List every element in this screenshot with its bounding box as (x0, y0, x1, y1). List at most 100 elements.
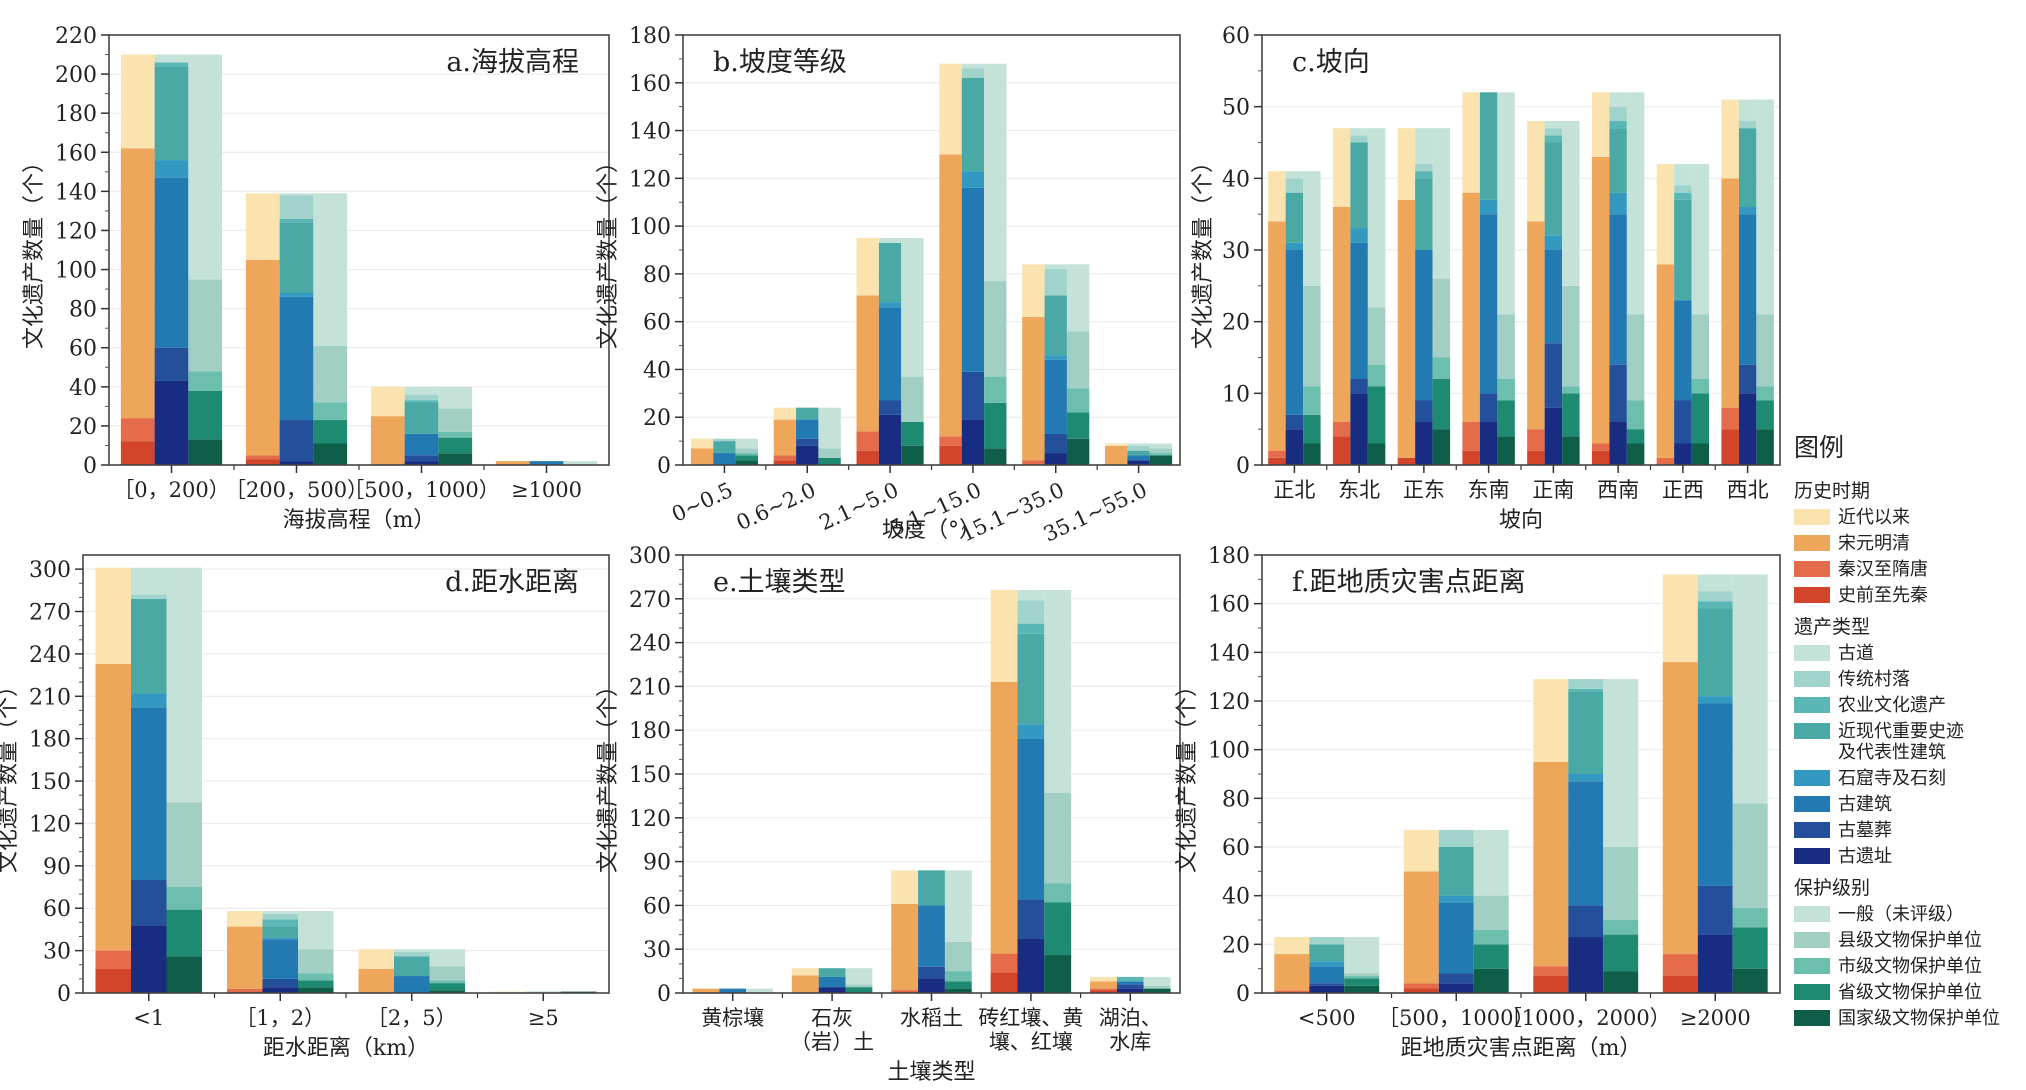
y-tick-label: 60 (69, 337, 97, 362)
bar-segment-period (358, 968, 394, 993)
bar-segment-type (404, 461, 439, 465)
bar-segment-period (495, 461, 530, 465)
bar-segment-level (984, 402, 1007, 449)
y-tick-label: 220 (55, 24, 97, 49)
bar-segment-type (1738, 121, 1757, 129)
panel-title: e.土壤类型 (713, 567, 846, 598)
bar-segment-level (313, 420, 348, 444)
bar-segment-level (429, 980, 466, 984)
bar-segment-period (1268, 450, 1286, 458)
bar-segment-period (1462, 422, 1480, 451)
bar-segment-level (1367, 364, 1386, 387)
bar-segment-type (1438, 902, 1474, 974)
bar-segment-type (154, 380, 189, 465)
bar-segment-level (1344, 937, 1380, 974)
bar-segment-level (298, 911, 334, 950)
bar-segment-period (939, 445, 962, 465)
legend-swatch (1794, 671, 1830, 687)
bar-segment-period (1332, 128, 1351, 207)
y-tick-label: 300 (629, 544, 671, 569)
x-tick-label: 壤、红壤 (989, 1030, 1073, 1054)
bar-segment-type (1568, 781, 1604, 906)
bar-segment-period (939, 63, 962, 155)
bar-segment-type (154, 62, 189, 67)
bar-segment-level (1149, 443, 1173, 449)
legend-item: 市级文物保护单位 (1794, 956, 2026, 977)
x-tick-label: 西南 (1597, 478, 1639, 502)
bar-segment-type (1544, 128, 1563, 136)
legend-group-title: 历史时期 (1794, 480, 1871, 502)
y-axis-label: 文化遗产数量（个） (0, 675, 21, 873)
legend-item: 宋元明清 (1794, 533, 2026, 554)
bar-segment-type (818, 968, 846, 977)
legend-label: 县级文物保护单位 (1838, 930, 1982, 951)
bar-segment-type (1674, 192, 1692, 200)
bar-segment-level (298, 980, 334, 988)
x-tick-label: 正北 (1273, 478, 1315, 502)
bar-segment-level (1626, 443, 1645, 465)
bar-segment-level (984, 448, 1007, 465)
bar-segment-period (95, 663, 131, 951)
bar-segment-type (918, 966, 945, 979)
bar-segment-level (1143, 976, 1171, 986)
x-axis-label: 海拔高程（m） (283, 508, 436, 533)
bar-segment-level (1562, 285, 1580, 387)
bar-segment-type (1438, 895, 1474, 903)
bar-segment-type (154, 177, 189, 348)
bar-segment-type (1415, 164, 1433, 172)
legend-swatch (1794, 561, 1830, 577)
bar-segment-level (984, 281, 1007, 377)
bar-segment-level (1562, 436, 1580, 465)
legend-swatch (1794, 697, 1830, 713)
y-tick-label: 300 (29, 558, 71, 583)
bar-segment-type (1674, 199, 1692, 301)
bar-segment-level (1303, 443, 1321, 465)
x-axis-label: 坡向 (1499, 508, 1543, 533)
bar-segment-type (796, 419, 819, 439)
bar-segment-level (563, 461, 598, 465)
bar-segment-type (1674, 164, 1692, 186)
x-tick-label: （岩）土 (790, 1030, 874, 1054)
bar-segment-period (1090, 988, 1117, 991)
bar-segment-type (279, 195, 314, 219)
bar-segment-period (1403, 871, 1439, 984)
bar-segment-level (438, 431, 473, 438)
bar-segment-type (1285, 192, 1304, 243)
bar-segment-level (735, 438, 758, 449)
bar-segment-period (1105, 443, 1128, 446)
y-tick-label: 20 (69, 415, 97, 440)
bar-segment-period (1397, 457, 1416, 465)
bar-segment-type (713, 438, 736, 442)
y-tick-label: 140 (1208, 641, 1250, 666)
y-tick-label: 120 (1208, 690, 1250, 715)
x-tick-label: ［1，2） (235, 1006, 325, 1030)
bar-segment-level (944, 870, 972, 942)
bar-segment-level (1562, 121, 1580, 286)
bar-segment-type (279, 222, 314, 293)
bar-segment-period (120, 418, 155, 442)
panel-title: a.海拔高程 (446, 47, 579, 78)
bar-segment-level (1303, 171, 1321, 286)
bar-segment-type (1568, 688, 1604, 692)
bar-segment-type (1350, 393, 1368, 465)
bar-segment-level (735, 448, 758, 454)
bar-segment-type (1044, 355, 1067, 360)
legend-swatch (1794, 723, 1830, 739)
y-axis-label: 文化遗产数量（个） (596, 675, 621, 873)
bar-segment-type (961, 68, 985, 78)
bar-segment-period (1527, 450, 1545, 465)
legend-label: 宋元明清 (1838, 533, 1910, 554)
y-tick-label: 80 (643, 263, 671, 288)
bar-segment-period (1332, 422, 1351, 437)
chart-panel-f: <500 ［500，1000）［1000，2000） ≥2000 0 20 40 60 80 1… (1175, 544, 1781, 1061)
bar-segment-period (370, 386, 405, 417)
bar-segment-level (313, 402, 348, 421)
bar-segment-type (1415, 171, 1433, 179)
bar-segment-level (1344, 973, 1380, 976)
bar-segment-level (1756, 314, 1774, 387)
bar-segment-level (1344, 985, 1380, 993)
bar-segment-level (845, 987, 873, 993)
bar-segment-type (1309, 937, 1345, 945)
y-tick-label: 60 (1222, 836, 1250, 861)
bar-segment-type (1479, 393, 1498, 422)
